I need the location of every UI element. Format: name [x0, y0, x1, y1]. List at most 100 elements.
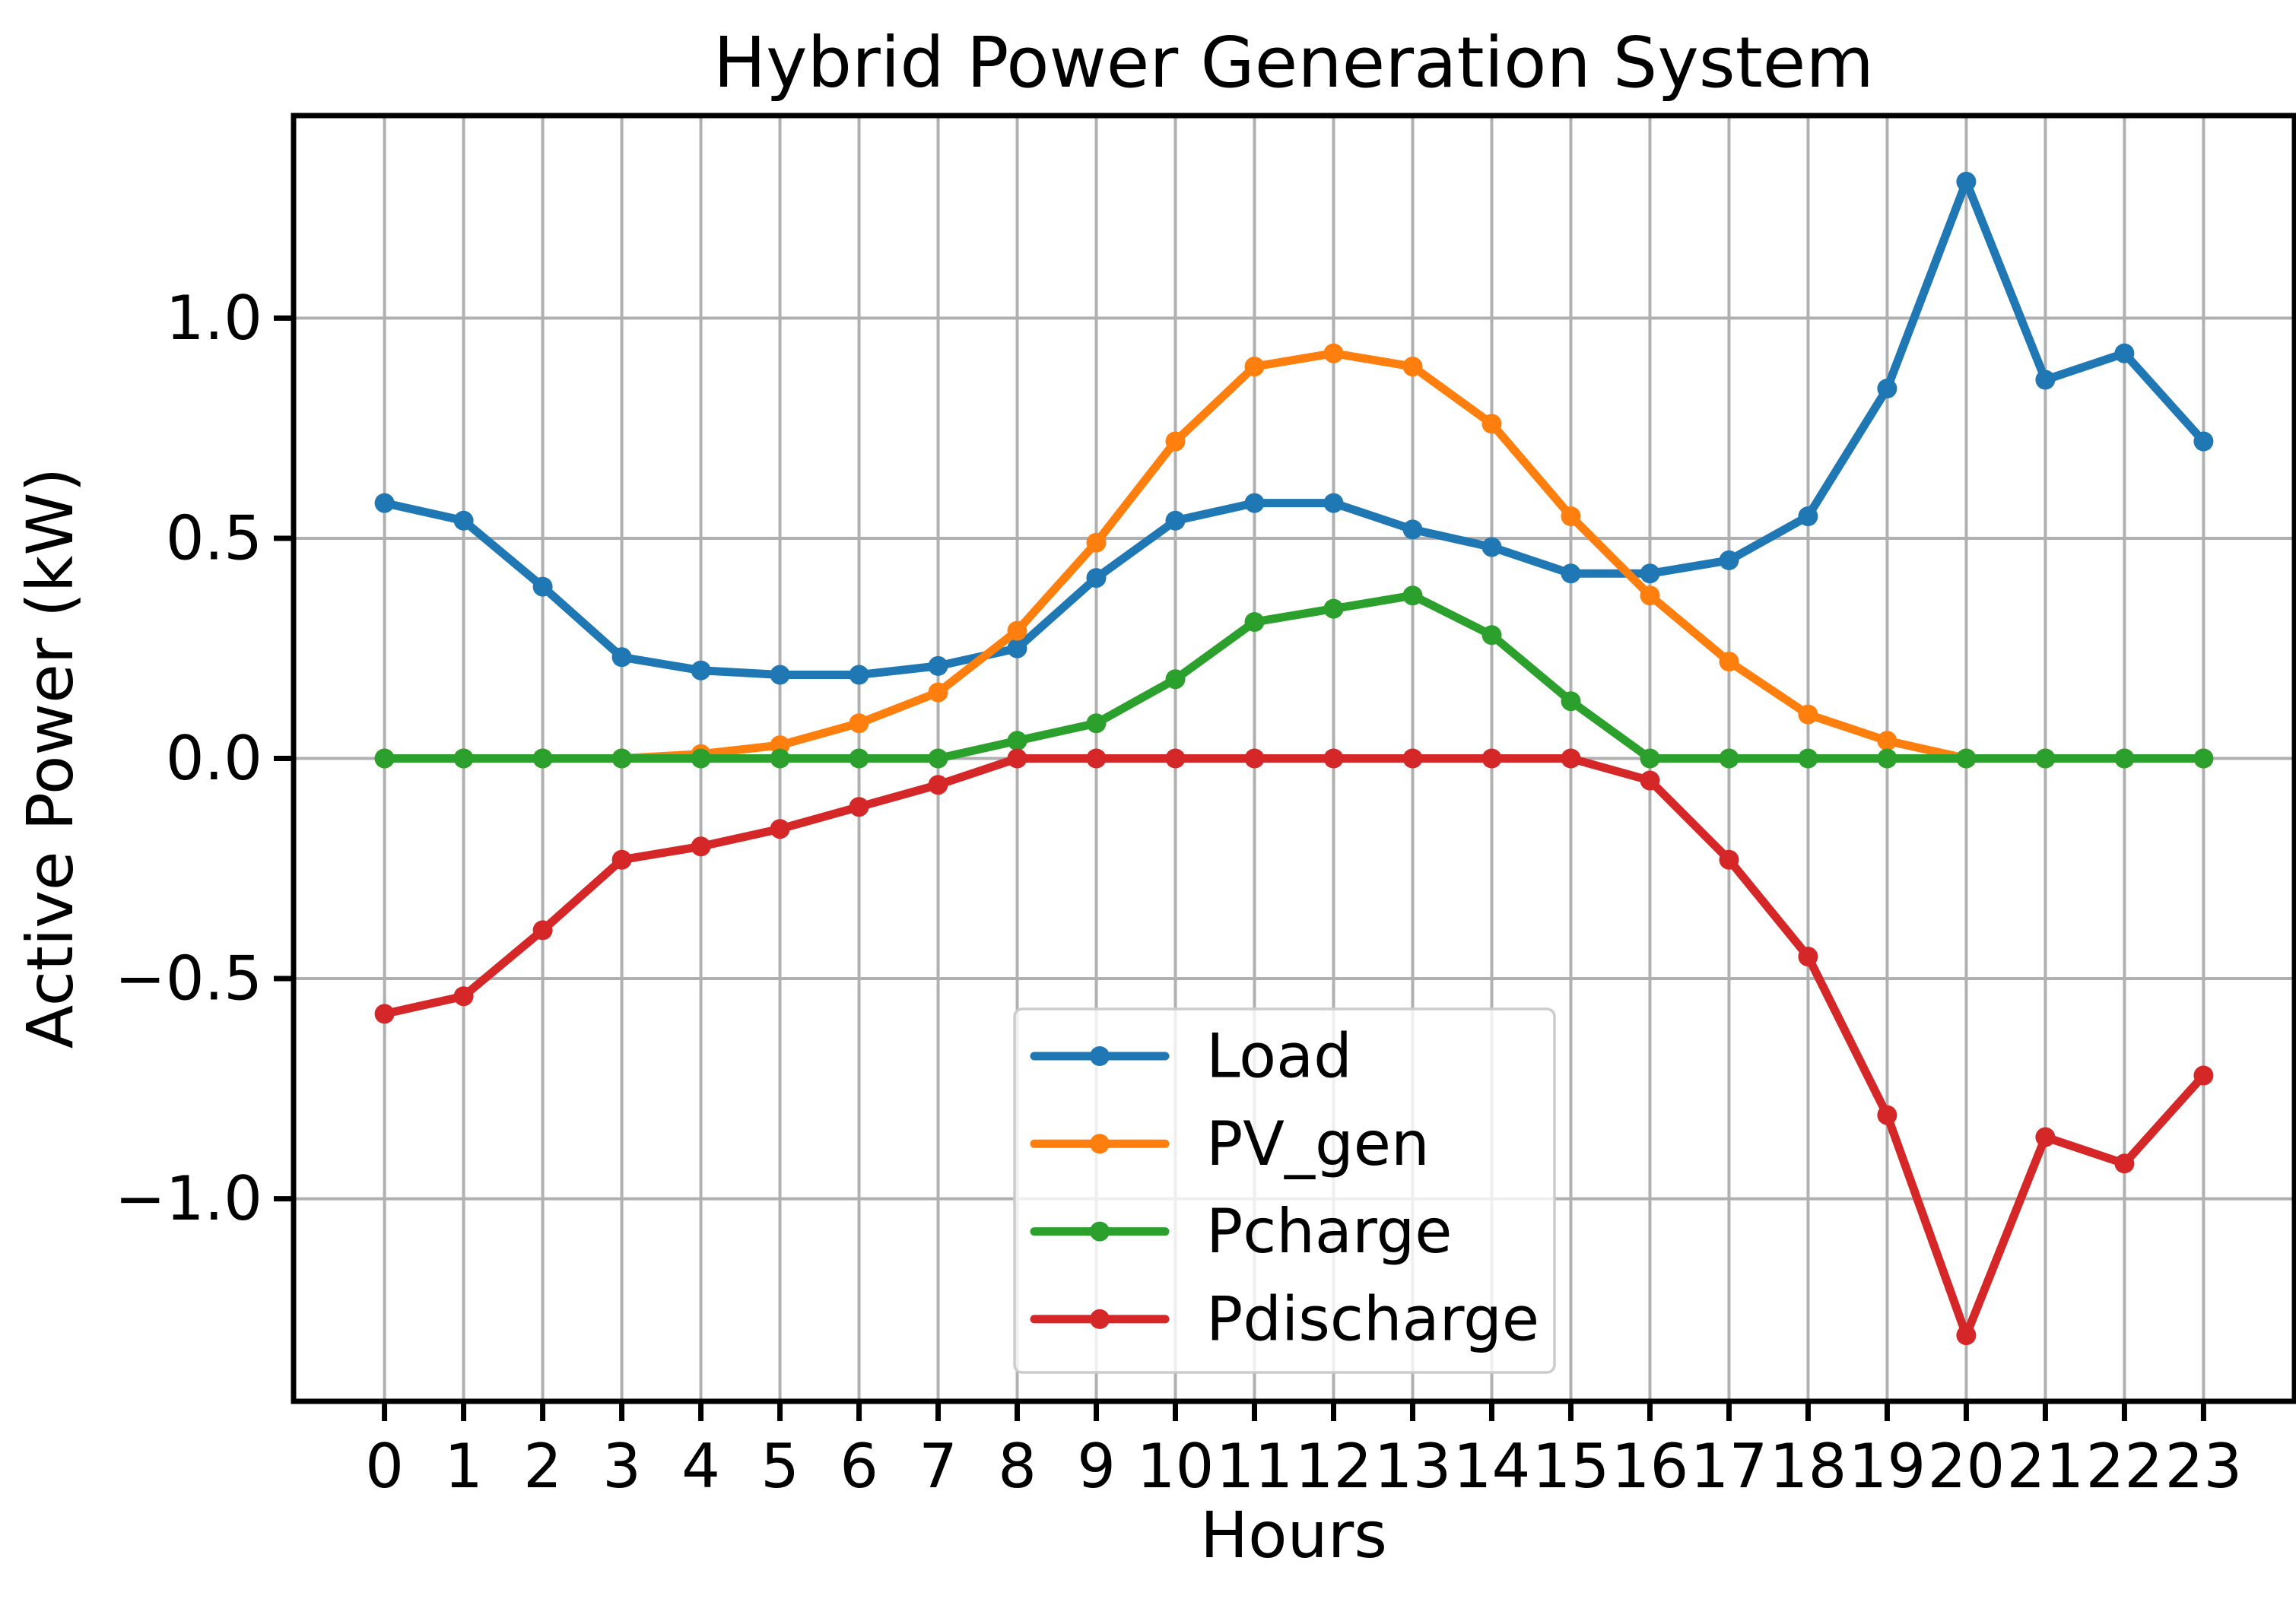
data-point-Pcharge: [1719, 748, 1739, 769]
data-point-Pcharge: [1244, 612, 1265, 632]
data-point-Pdischarge: [1086, 748, 1107, 769]
data-point-Load: [1402, 519, 1423, 540]
legend-label: Pdischarge: [1206, 1283, 1539, 1354]
data-point-Load: [374, 493, 395, 513]
data-point-Pdischarge: [770, 819, 790, 839]
y-tick-label: 1.0: [166, 283, 262, 354]
data-point-PV_gen: [1798, 704, 1818, 725]
data-point-Load: [1561, 563, 1581, 584]
legend-marker: [1090, 1221, 1110, 1242]
data-point-Pcharge: [453, 748, 474, 769]
data-point-PV_gen: [1481, 414, 1502, 434]
data-point-PV_gen: [1877, 731, 1897, 751]
data-point-Load: [928, 655, 948, 676]
data-point-Pdischarge: [1640, 770, 1660, 791]
legend: Load PV_gen Pcharge Pdischarge: [1013, 1007, 1556, 1374]
series-line-Pdischarge: [380, 754, 2208, 1340]
data-point-PV_gen: [1640, 585, 1660, 606]
legend-item-Pdischarge: Pdischarge: [1030, 1283, 1539, 1354]
data-point-Pcharge: [1086, 713, 1107, 734]
data-point-Pcharge: [374, 748, 395, 769]
x-tick-label: 7: [919, 1431, 957, 1502]
data-point-Pcharge: [1481, 625, 1502, 646]
data-point-Pdischarge: [1561, 748, 1581, 769]
x-tick-label: 16: [1612, 1431, 1689, 1502]
data-point-PV_gen: [1719, 652, 1739, 672]
x-tick-label: 5: [761, 1431, 799, 1502]
x-tick-label: 0: [365, 1431, 404, 1502]
data-point-Pdischarge: [453, 986, 474, 1007]
series-Pdischarge: [374, 748, 2214, 1346]
series-line-PV_gen: [380, 349, 2208, 763]
data-point-Pcharge: [1007, 731, 1027, 751]
legend-item-Pcharge: Pcharge: [1030, 1196, 1452, 1267]
chart-title: Hybrid Power Generation System: [713, 22, 1874, 103]
x-tick-label: 4: [681, 1431, 720, 1502]
x-tick-label: 21: [2007, 1431, 2085, 1502]
x-tick-label: 15: [1532, 1431, 1610, 1502]
legend-item-PV_gen: PV_gen: [1030, 1109, 1430, 1179]
x-tick-label: 12: [1295, 1431, 1373, 1502]
data-point-Pdischarge: [2035, 1127, 2056, 1147]
x-axis-label: Hours: [1200, 1498, 1387, 1572]
series-Load: [374, 171, 2214, 685]
y-tick-label: −1.0: [115, 1163, 262, 1234]
data-point-Pcharge: [532, 748, 553, 769]
data-point-Pcharge: [770, 748, 790, 769]
data-point-Load: [2035, 370, 2056, 390]
data-point-Pdischarge: [1798, 947, 1818, 967]
data-point-Pdischarge: [1402, 748, 1423, 769]
series-line-Load: [380, 177, 2208, 679]
x-tick-label: 11: [1216, 1431, 1294, 1502]
data-point-Pcharge: [1640, 748, 1660, 769]
x-tick-label: 23: [2165, 1431, 2243, 1502]
x-tick-label: 10: [1137, 1431, 1215, 1502]
data-point-Pcharge: [2114, 748, 2135, 769]
data-point-Load: [1956, 171, 1977, 192]
data-point-Pdischarge: [532, 920, 553, 941]
x-tick-label: 1: [444, 1431, 483, 1502]
x-tick-label: 20: [1928, 1431, 2005, 1502]
data-point-PV_gen: [1007, 620, 1027, 641]
data-point-PV_gen: [1402, 357, 1423, 377]
data-point-Load: [1719, 550, 1739, 570]
data-point-Pdischarge: [2193, 1065, 2214, 1086]
data-point-Pcharge: [1956, 748, 1977, 769]
axes-frame-and-ticks: 0 1 2 3 4 5 6 7 8 9 10 11 12 13 14 15 16 17 18 19 20 21 22 23−1…: [115, 113, 2296, 1502]
legend-marker: [1090, 1309, 1110, 1329]
data-point-Pdischarge: [691, 836, 711, 857]
x-tick-label: 9: [1077, 1431, 1116, 1502]
data-point-Load: [1640, 563, 1660, 584]
data-point-Pcharge: [1165, 669, 1186, 690]
x-tick-label: 8: [998, 1431, 1037, 1502]
data-point-Pdischarge: [1165, 748, 1186, 769]
legend-label: Load: [1206, 1021, 1352, 1092]
data-point-Load: [691, 660, 711, 681]
data-point-Load: [1165, 510, 1186, 531]
data-point-Load: [1007, 638, 1027, 658]
x-tick-label: 2: [523, 1431, 562, 1502]
data-point-Pdischarge: [1244, 748, 1265, 769]
x-tick-label: 13: [1374, 1431, 1452, 1502]
legend-item-Load: Load: [1030, 1021, 1352, 1092]
x-tick-label: 3: [602, 1431, 641, 1502]
data-point-Pcharge: [849, 748, 869, 769]
data-point-Load: [1798, 506, 1818, 526]
legend-marker: [1090, 1134, 1110, 1154]
data-point-Load: [770, 665, 790, 685]
data-point-Load: [611, 647, 632, 668]
data-point-Pcharge: [1798, 748, 1818, 769]
x-tick-label: 18: [1770, 1431, 1847, 1502]
data-point-Pcharge: [611, 748, 632, 769]
data-point-Load: [1244, 493, 1265, 513]
data-point-PV_gen: [1244, 357, 1265, 377]
y-tick-label: −0.5: [115, 944, 262, 1014]
data-point-Load: [1086, 568, 1107, 589]
data-point-Pdischarge: [1877, 1105, 1897, 1125]
data-point-Pcharge: [1323, 598, 1344, 619]
data-point-PV_gen: [1165, 431, 1186, 452]
data-point-PV_gen: [1323, 343, 1344, 363]
data-point-Pdischarge: [928, 775, 948, 795]
